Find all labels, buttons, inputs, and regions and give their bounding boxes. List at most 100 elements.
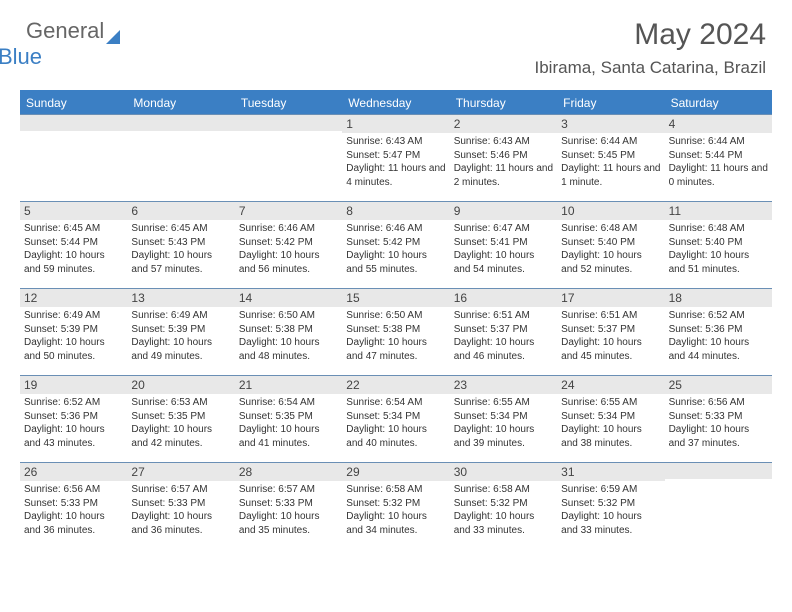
sunrise-text: Sunrise: 6:55 AM — [454, 396, 553, 410]
daylight-text: Daylight: 11 hours and 1 minute. — [561, 162, 660, 189]
sunset-text: Sunset: 5:46 PM — [454, 149, 553, 163]
sunset-text: Sunset: 5:35 PM — [131, 410, 230, 424]
day-info: Sunrise: 6:58 AMSunset: 5:32 PMDaylight:… — [342, 481, 449, 541]
day-number: 12 — [20, 289, 127, 307]
weekday-monday: Monday — [127, 92, 234, 114]
sunset-text: Sunset: 5:34 PM — [454, 410, 553, 424]
daylight-text: Daylight: 10 hours and 51 minutes. — [669, 249, 768, 276]
day-number: 20 — [127, 376, 234, 394]
sunset-text: Sunset: 5:36 PM — [669, 323, 768, 337]
calendar-day-cell: 8Sunrise: 6:46 AMSunset: 5:42 PMDaylight… — [342, 202, 449, 288]
day-number: 1 — [342, 115, 449, 133]
day-number: 19 — [20, 376, 127, 394]
daylight-text: Daylight: 10 hours and 36 minutes. — [131, 510, 230, 537]
day-number: 5 — [20, 202, 127, 220]
day-number: 2 — [450, 115, 557, 133]
weekday-saturday: Saturday — [665, 92, 772, 114]
day-number: 3 — [557, 115, 664, 133]
day-number: 22 — [342, 376, 449, 394]
sunset-text: Sunset: 5:35 PM — [239, 410, 338, 424]
daylight-text: Daylight: 11 hours and 2 minutes. — [454, 162, 553, 189]
sunrise-text: Sunrise: 6:53 AM — [131, 396, 230, 410]
day-info: Sunrise: 6:43 AMSunset: 5:47 PMDaylight:… — [342, 133, 449, 193]
weekday-thursday: Thursday — [450, 92, 557, 114]
day-number: 25 — [665, 376, 772, 394]
day-number — [20, 115, 127, 131]
day-number: 28 — [235, 463, 342, 481]
sunset-text: Sunset: 5:39 PM — [131, 323, 230, 337]
daylight-text: Daylight: 10 hours and 55 minutes. — [346, 249, 445, 276]
day-info: Sunrise: 6:57 AMSunset: 5:33 PMDaylight:… — [127, 481, 234, 541]
calendar-day-cell: 30Sunrise: 6:58 AMSunset: 5:32 PMDayligh… — [450, 463, 557, 549]
calendar-day-cell — [20, 115, 127, 201]
day-info: Sunrise: 6:59 AMSunset: 5:32 PMDaylight:… — [557, 481, 664, 541]
daylight-text: Daylight: 10 hours and 38 minutes. — [561, 423, 660, 450]
daylight-text: Daylight: 10 hours and 43 minutes. — [24, 423, 123, 450]
calendar-week-row: 5Sunrise: 6:45 AMSunset: 5:44 PMDaylight… — [20, 201, 772, 288]
day-info: Sunrise: 6:46 AMSunset: 5:42 PMDaylight:… — [235, 220, 342, 280]
sunrise-text: Sunrise: 6:49 AM — [24, 309, 123, 323]
sunset-text: Sunset: 5:32 PM — [561, 497, 660, 511]
weekday-sunday: Sunday — [20, 92, 127, 114]
day-number: 15 — [342, 289, 449, 307]
day-info: Sunrise: 6:58 AMSunset: 5:32 PMDaylight:… — [450, 481, 557, 541]
day-info: Sunrise: 6:54 AMSunset: 5:35 PMDaylight:… — [235, 394, 342, 454]
day-info: Sunrise: 6:43 AMSunset: 5:46 PMDaylight:… — [450, 133, 557, 193]
sunset-text: Sunset: 5:40 PM — [561, 236, 660, 250]
sunrise-text: Sunrise: 6:49 AM — [131, 309, 230, 323]
day-number — [235, 115, 342, 131]
day-number: 26 — [20, 463, 127, 481]
day-info: Sunrise: 6:56 AMSunset: 5:33 PMDaylight:… — [665, 394, 772, 454]
daylight-text: Daylight: 10 hours and 36 minutes. — [24, 510, 123, 537]
day-info: Sunrise: 6:57 AMSunset: 5:33 PMDaylight:… — [235, 481, 342, 541]
sunset-text: Sunset: 5:44 PM — [24, 236, 123, 250]
day-number: 7 — [235, 202, 342, 220]
day-number: 14 — [235, 289, 342, 307]
sunset-text: Sunset: 5:42 PM — [239, 236, 338, 250]
day-number — [665, 463, 772, 479]
calendar-week-row: 19Sunrise: 6:52 AMSunset: 5:36 PMDayligh… — [20, 375, 772, 462]
sunset-text: Sunset: 5:36 PM — [24, 410, 123, 424]
sunrise-text: Sunrise: 6:50 AM — [239, 309, 338, 323]
daylight-text: Daylight: 10 hours and 49 minutes. — [131, 336, 230, 363]
day-number: 13 — [127, 289, 234, 307]
calendar-week-row: 26Sunrise: 6:56 AMSunset: 5:33 PMDayligh… — [20, 462, 772, 549]
sunset-text: Sunset: 5:38 PM — [346, 323, 445, 337]
sunrise-text: Sunrise: 6:44 AM — [561, 135, 660, 149]
day-number: 31 — [557, 463, 664, 481]
sunset-text: Sunset: 5:44 PM — [669, 149, 768, 163]
weekday-wednesday: Wednesday — [342, 92, 449, 114]
calendar-grid: Sunday Monday Tuesday Wednesday Thursday… — [20, 90, 772, 549]
sunset-text: Sunset: 5:38 PM — [239, 323, 338, 337]
sunset-text: Sunset: 5:33 PM — [669, 410, 768, 424]
sunrise-text: Sunrise: 6:48 AM — [669, 222, 768, 236]
daylight-text: Daylight: 10 hours and 47 minutes. — [346, 336, 445, 363]
sunrise-text: Sunrise: 6:47 AM — [454, 222, 553, 236]
calendar-week-row: 1Sunrise: 6:43 AMSunset: 5:47 PMDaylight… — [20, 114, 772, 201]
daylight-text: Daylight: 10 hours and 35 minutes. — [239, 510, 338, 537]
daylight-text: Daylight: 10 hours and 48 minutes. — [239, 336, 338, 363]
calendar-day-cell: 9Sunrise: 6:47 AMSunset: 5:41 PMDaylight… — [450, 202, 557, 288]
day-info: Sunrise: 6:56 AMSunset: 5:33 PMDaylight:… — [20, 481, 127, 541]
calendar-day-cell: 23Sunrise: 6:55 AMSunset: 5:34 PMDayligh… — [450, 376, 557, 462]
day-number: 23 — [450, 376, 557, 394]
brand-logo: General Blue — [26, 18, 120, 70]
brand-part1: General — [26, 18, 104, 44]
daylight-text: Daylight: 10 hours and 33 minutes. — [561, 510, 660, 537]
calendar-day-cell: 20Sunrise: 6:53 AMSunset: 5:35 PMDayligh… — [127, 376, 234, 462]
sunrise-text: Sunrise: 6:58 AM — [454, 483, 553, 497]
day-number: 6 — [127, 202, 234, 220]
sunset-text: Sunset: 5:41 PM — [454, 236, 553, 250]
sunrise-text: Sunrise: 6:48 AM — [561, 222, 660, 236]
calendar-day-cell: 17Sunrise: 6:51 AMSunset: 5:37 PMDayligh… — [557, 289, 664, 375]
calendar-day-cell: 19Sunrise: 6:52 AMSunset: 5:36 PMDayligh… — [20, 376, 127, 462]
calendar-day-cell: 14 Sunrise: 6:50 AMSunset: 5:38 PMDayligh… — [235, 289, 342, 375]
sunrise-text: Sunrise: 6:56 AM — [669, 396, 768, 410]
day-info: Sunrise: 6:45 AMSunset: 5:44 PMDaylight:… — [20, 220, 127, 280]
day-number: 24 — [557, 376, 664, 394]
day-number: 17 — [557, 289, 664, 307]
weekday-friday: Friday — [557, 92, 664, 114]
sunrise-text: Sunrise: 6:52 AM — [669, 309, 768, 323]
day-number: 27 — [127, 463, 234, 481]
day-number: 16 — [450, 289, 557, 307]
